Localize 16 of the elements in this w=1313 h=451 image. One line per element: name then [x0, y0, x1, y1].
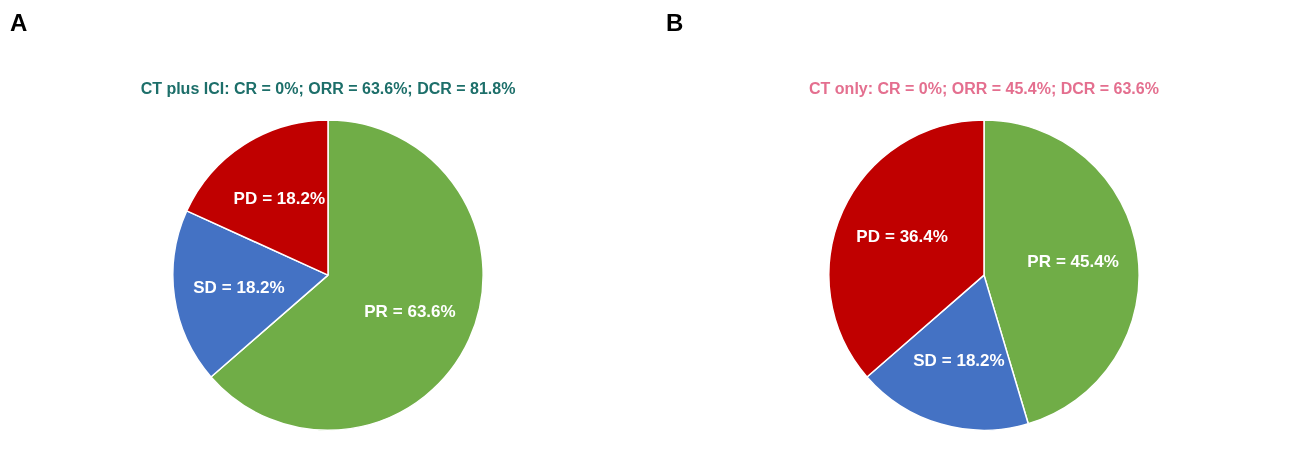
slice-label: PR — [1027, 251, 1051, 271]
data-label: = 36.4% — [884, 227, 948, 247]
chart-title: CT only: CR = 0%; ORR = 45.4%; DCR = 63.6% — [809, 80, 1159, 98]
data-label: = 63.6% — [392, 302, 456, 322]
data-label: = 18.2% — [941, 351, 1005, 371]
data-label: = 18.2% — [262, 189, 326, 209]
chart-title: CT plus ICI: CR = 0%; ORR = 63.6%; DCR = 81.8% — [140, 80, 516, 98]
slice-label: PD — [233, 189, 258, 209]
slice-label: SD — [913, 351, 937, 371]
slice-label: SD — [193, 277, 217, 297]
slice-label: PD — [856, 227, 880, 247]
data-label: = 18.2% — [221, 277, 285, 297]
text: B — [666, 8, 684, 36]
data-label: = 45.4% — [1055, 251, 1119, 271]
text: A — [10, 8, 28, 36]
slice-label: PR — [364, 302, 388, 322]
